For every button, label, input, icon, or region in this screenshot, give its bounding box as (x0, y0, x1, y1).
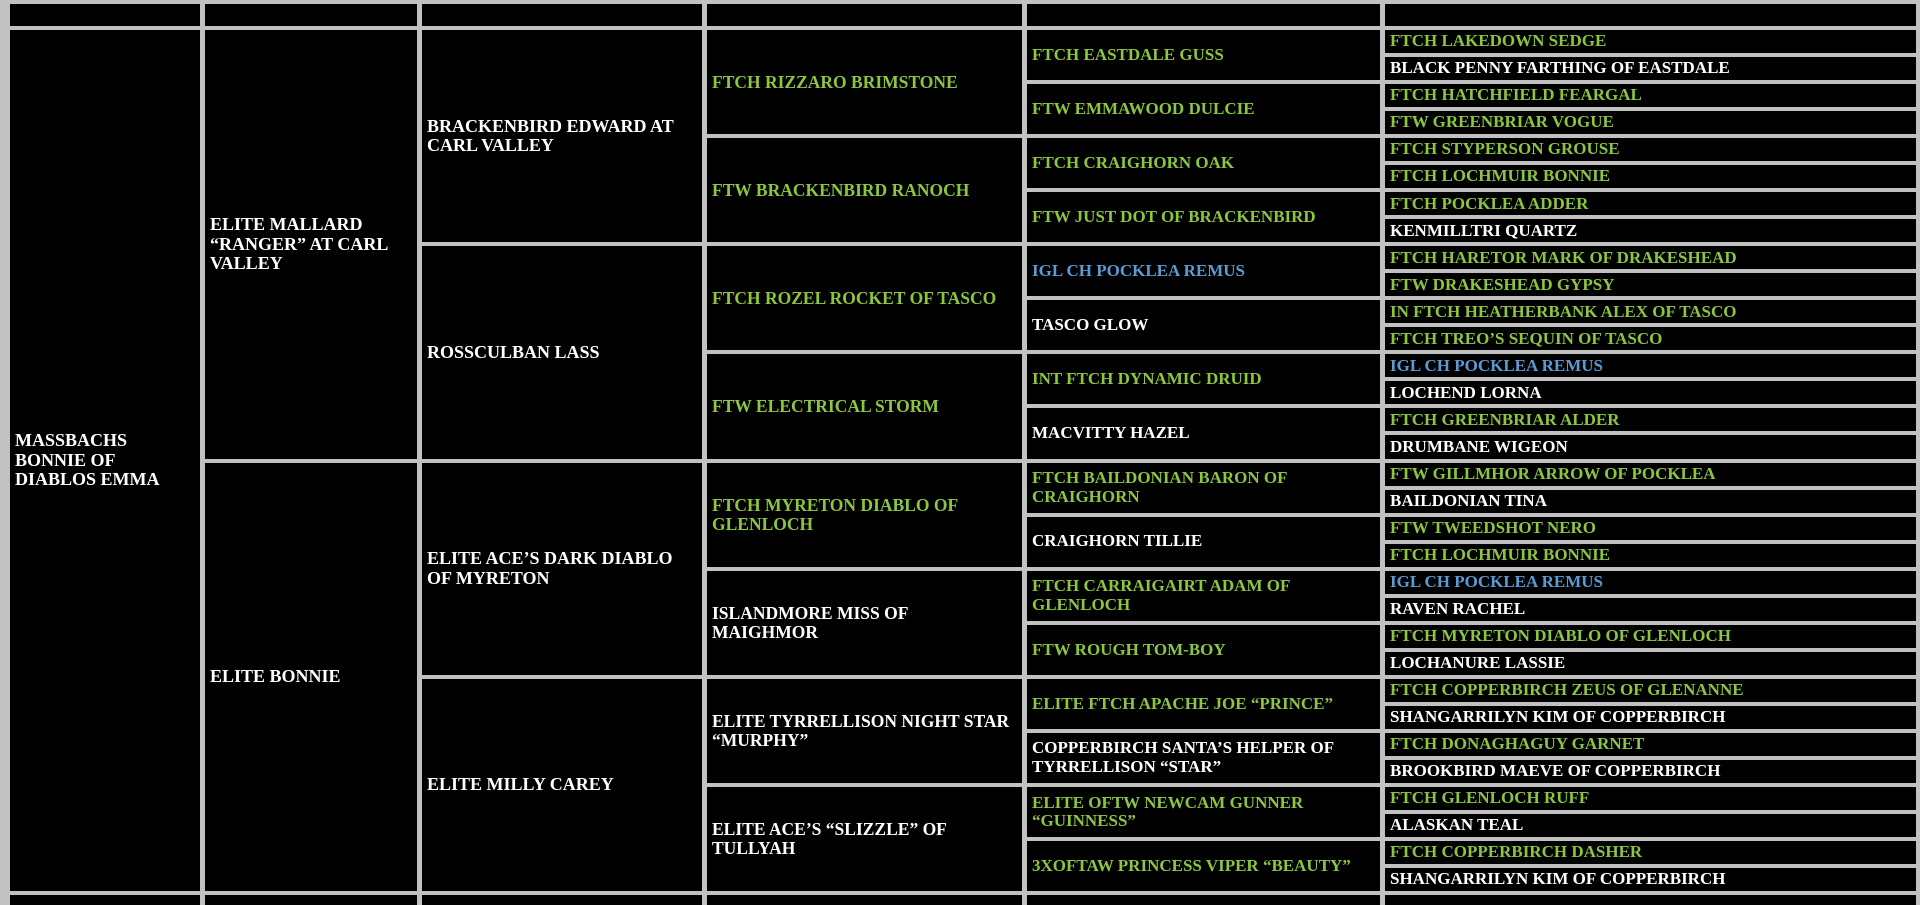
pedigree-cell-gen6-13: IGL CH POCKLEA REMUS (1385, 354, 1916, 378)
footer-cell-gen5 (1027, 895, 1380, 905)
pedigree-cell-gen5-11: FTCH CARRAIGAIRT ADAM OF GLENLOCH (1027, 570, 1380, 621)
pedigree-cell-gen6-23: FTCH MYRETON DIABLO OF GLENLOCH (1385, 624, 1916, 648)
pedigree-cell-gen6-11: IN FTCH HEATHERBANK ALEX OF TASCO (1385, 300, 1916, 324)
pedigree-cell-gen6-4: FTW GREENBRIAR VOGUE (1385, 111, 1916, 135)
pedigree-cell-gen6-27: FTCH DONAGHAGUY GARNET (1385, 732, 1916, 756)
pedigree-cell-gen6-7: FTCH POCKLEA ADDER (1385, 192, 1916, 216)
pedigree-cell-gen6-19: FTW TWEEDSHOT NERO (1385, 516, 1916, 540)
pedigree-cell-gen3-2: ROSSCULBAN LASS (422, 246, 702, 459)
pedigree-cell-gen6-2: BLACK PENNY FARTHING OF EASTDALE (1385, 57, 1916, 81)
footer-cell-gen1 (10, 895, 200, 905)
pedigree-cell-gen5-4: FTW JUST DOT OF BRACKENBIRD (1027, 192, 1380, 243)
header-cell-gen1 (10, 4, 200, 26)
pedigree-cell-gen2-2: ELITE BONNIE (205, 462, 417, 891)
pedigree-cell-gen4-3: FTCH ROZEL ROCKET OF TASCO (707, 246, 1022, 351)
pedigree-cell-gen4-4: FTW ELECTRICAL STORM (707, 354, 1022, 459)
pedigree-cell-gen6-29: FTCH GLENLOCH RUFF (1385, 786, 1916, 810)
pedigree-cell-gen5-3: FTCH CRAIGHORN OAK (1027, 138, 1380, 189)
pedigree-cell-gen6-24: LOCHANURE LASSIE (1385, 651, 1916, 675)
pedigree-cell-gen5-15: ELITE OFTW NEWCAM GUNNER “GUINNESS” (1027, 786, 1380, 837)
pedigree-cell-gen6-16: DRUMBANE WIGEON (1385, 435, 1916, 459)
pedigree-cell-gen5-13: ELITE FTCH APACHE JOE “PRINCE” (1027, 678, 1380, 729)
pedigree-cell-gen5-12: FTW ROUGH TOM-BOY (1027, 624, 1380, 675)
pedigree-cell-gen5-6: TASCO GLOW (1027, 300, 1380, 351)
header-cell-gen6 (1385, 4, 1916, 26)
pedigree-cell-gen4-6: ISLANDMORE MISS OF MAIGHMOR (707, 570, 1022, 675)
pedigree-cell-gen6-5: FTCH STYPERSON GROUSE (1385, 138, 1916, 162)
pedigree-cell-gen5-5: IGL CH POCKLEA REMUS (1027, 246, 1380, 297)
footer-cell-gen2 (205, 895, 417, 905)
pedigree-cell-gen6-20: FTCH LOCHMUIR BONNIE (1385, 543, 1916, 567)
pedigree-cell-gen5-9: FTCH BAILDONIAN BARON OF CRAIGHORN (1027, 462, 1380, 513)
header-cell-gen2 (205, 4, 417, 26)
pedigree-cell-gen6-15: FTCH GREENBRIAR ALDER (1385, 408, 1916, 432)
pedigree-cell-gen6-21: IGL CH POCKLEA REMUS (1385, 570, 1916, 594)
pedigree-cell-gen5-8: MACVITTY HAZEL (1027, 408, 1380, 459)
pedigree-cell-gen6-12: FTCH TREO’S SEQUIN OF TASCO (1385, 327, 1916, 351)
pedigree-cell-gen4-5: FTCH MYRETON DIABLO OF GLENLOCH (707, 462, 1022, 567)
pedigree-cell-gen3-3: ELITE ACE’S DARK DIABLO OF MYRETON (422, 462, 702, 675)
pedigree-cell-gen3-4: ELITE MILLY CAREY (422, 678, 702, 891)
pedigree-cell-gen6-1: FTCH LAKEDOWN SEDGE (1385, 30, 1916, 54)
pedigree-cell-gen5-1: FTCH EASTDALE GUSS (1027, 30, 1380, 81)
footer-cell-gen3 (422, 895, 702, 905)
pedigree-cell-gen6-32: SHANGARRILYN KIM OF COPPERBIRCH (1385, 867, 1916, 891)
pedigree-cell-gen5-7: INT FTCH DYNAMIC DRUID (1027, 354, 1380, 405)
pedigree-cell-gen5-14: COPPERBIRCH SANTA’S HELPER OF TYRRELLISO… (1027, 732, 1380, 783)
pedigree-cell-gen6-18: BAILDONIAN TINA (1385, 489, 1916, 513)
pedigree-cell-gen4-8: ELITE ACE’S “SLIZZLE” OF TULLYAH (707, 786, 1022, 891)
pedigree-cell-gen6-28: BROOKBIRD MAEVE OF COPPERBIRCH (1385, 759, 1916, 783)
pedigree-cell-gen1-1: MASSBACHS BONNIE OF DIABLOS EMMA (10, 30, 200, 891)
pedigree-cell-gen6-17: FTW GILLMHOR ARROW OF POCKLEA (1385, 462, 1916, 486)
header-cell-gen3 (422, 4, 702, 26)
pedigree-cell-gen6-31: FTCH COPPERBIRCH DASHER (1385, 840, 1916, 864)
pedigree-cell-gen4-1: FTCH RIZZARO BRIMSTONE (707, 30, 1022, 135)
pedigree-cell-gen6-10: FTW DRAKESHEAD GYPSY (1385, 273, 1916, 297)
pedigree-cell-gen4-7: ELITE TYRRELLISON NIGHT STAR “MURPHY” (707, 678, 1022, 783)
header-cell-gen4 (707, 4, 1022, 26)
footer-cell-gen4 (707, 895, 1022, 905)
pedigree-cell-gen5-2: FTW EMMAWOOD DULCIE (1027, 84, 1380, 135)
pedigree-cell-gen6-26: SHANGARRILYN KIM OF COPPERBIRCH (1385, 705, 1916, 729)
pedigree-cell-gen3-1: BRACKENBIRD EDWARD AT CARL VALLEY (422, 30, 702, 243)
pedigree-cell-gen5-16: 3xOFTAW PRINCESS VIPER “BEAUTY” (1027, 840, 1380, 891)
pedigree-cell-gen5-10: CRAIGHORN TILLIE (1027, 516, 1380, 567)
header-cell-gen5 (1027, 4, 1380, 26)
footer-cell-gen6 (1385, 895, 1916, 905)
pedigree-cell-gen6-14: LOCHEND LORNA (1385, 381, 1916, 405)
pedigree-cell-gen4-2: FTW BRACKENBIRD RANOCH (707, 138, 1022, 243)
pedigree-cell-gen6-30: ALASKAN TEAL (1385, 813, 1916, 837)
pedigree-cell-gen6-6: FTCH LOCHMUIR BONNIE (1385, 165, 1916, 189)
pedigree-cell-gen6-3: FTCH HATCHFIELD FEARGAL (1385, 84, 1916, 108)
pedigree-cell-gen6-9: FTCH HARETOR MARK OF DRAKESHEAD (1385, 246, 1916, 270)
pedigree-cell-gen6-8: KENMILLTRI QUARTZ (1385, 219, 1916, 243)
pedigree-cell-gen6-22: RAVEN RACHEL (1385, 597, 1916, 621)
pedigree-cell-gen2-1: ELITE MALLARD “RANGER” AT CARL VALLEY (205, 30, 417, 459)
pedigree-cell-gen6-25: FTCH COPPERBIRCH ZEUS OF GLENANNE (1385, 678, 1916, 702)
